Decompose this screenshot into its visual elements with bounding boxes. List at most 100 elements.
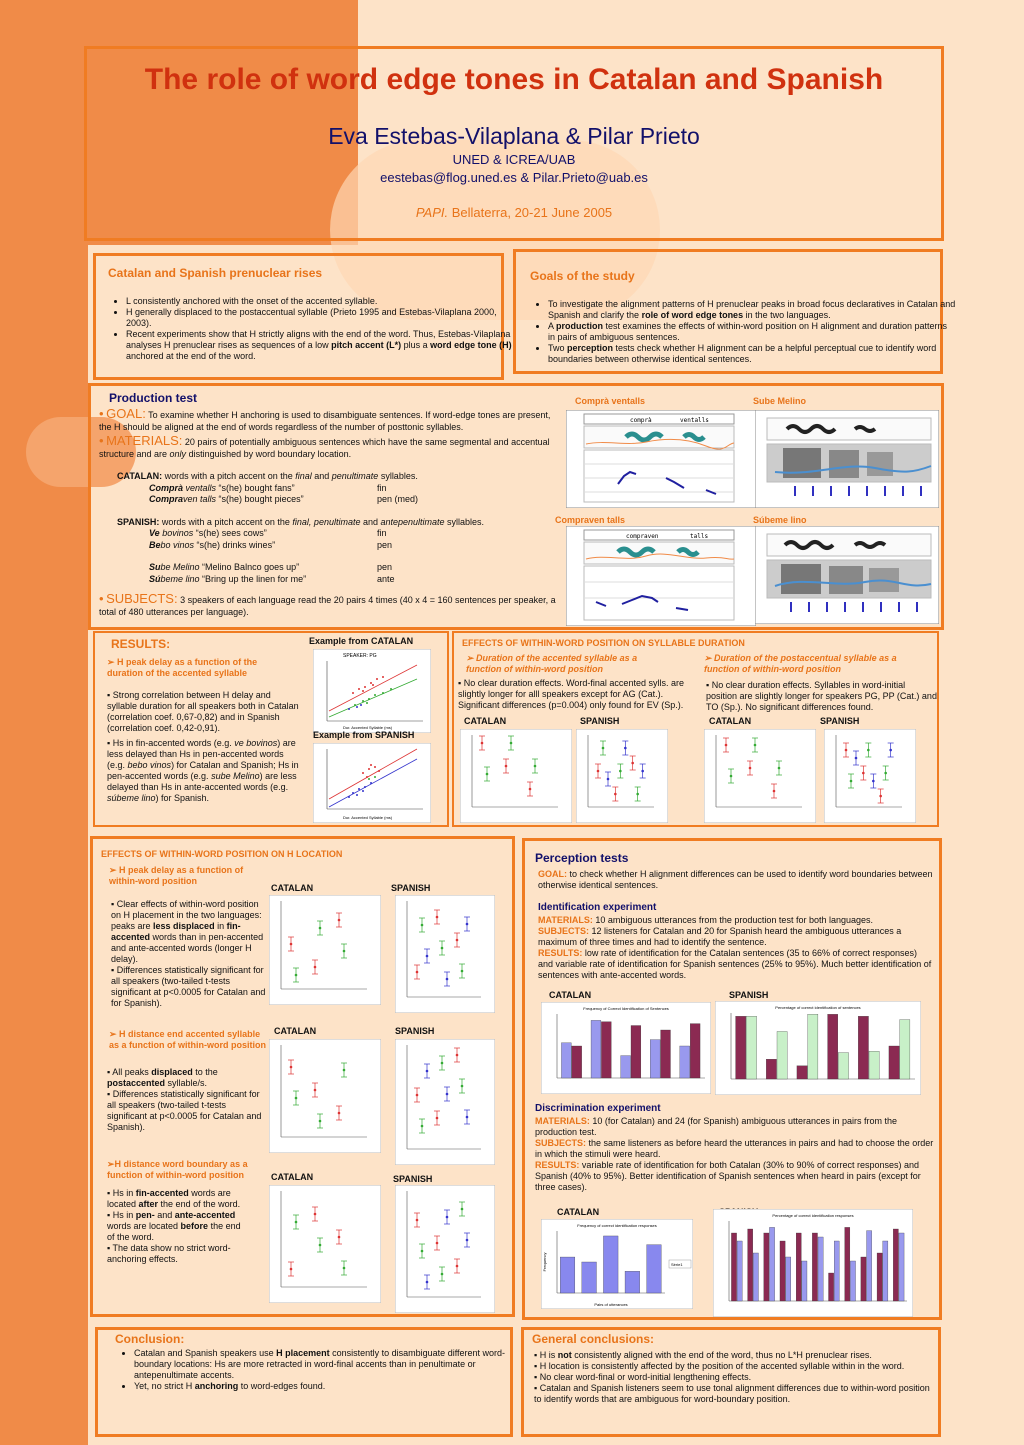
error-bar	[600, 740, 606, 756]
bar	[817, 1236, 824, 1302]
error-bar	[317, 1113, 323, 1129]
error-bar	[612, 786, 619, 802]
error-bar	[288, 1261, 294, 1277]
duration-box: EFFECTS OF WITHIN-WORD POSITION ON SYLLA…	[452, 631, 939, 827]
error-bar	[527, 781, 533, 797]
error-bar	[424, 1063, 430, 1079]
disc-cat-label: CATALAN	[557, 1207, 600, 1217]
error-bar	[439, 940, 445, 956]
production-subjects: • SUBJECTS: 3 speakers of each language …	[99, 591, 556, 617]
discrimination-heading: Discrimination experiment	[535, 1103, 661, 1114]
hloc-chart-catalan-1	[269, 895, 381, 1005]
duration-p2: ▪ No clear duration effects. Syllables i…	[706, 680, 937, 712]
bar	[893, 1228, 899, 1302]
duration-spa-label-1: SPANISH	[580, 716, 620, 726]
error-bar	[771, 783, 777, 799]
scatter-catalan: SPEAKER: PG Dur. Accented Syllable (ms)	[313, 649, 431, 733]
error-bar	[459, 1078, 465, 1094]
bar	[899, 1019, 911, 1080]
results-p1: ▪ Strong correlation between H delay and…	[107, 690, 299, 733]
example-pair: Comprà ventalls “s(he) bought fans” fin	[149, 482, 387, 493]
scatter-spanish: Dur. Accented Syllable (ms)	[313, 743, 431, 823]
example-pair: Compraven talls “s(he) bought pieces” pen…	[149, 494, 419, 504]
bar	[858, 1016, 869, 1080]
bar	[769, 1227, 775, 1302]
error-bar	[843, 742, 849, 758]
bar	[679, 1045, 690, 1079]
hlocation-box: EFFECTS OF WITHIN-WORD POSITION ON H LOC…	[90, 836, 515, 1317]
error-bar	[424, 1274, 430, 1290]
conference: PAPI. Bellaterra, 20-21 June 2005	[87, 205, 941, 220]
bar	[630, 1025, 642, 1079]
bar	[590, 1020, 602, 1079]
svg-text:Dur. Accented Syllable (ms): Dur. Accented Syllable (ms)	[343, 725, 393, 730]
bar	[834, 1240, 840, 1302]
goal-item-1: To investigate the alignment patterns of…	[548, 299, 956, 321]
bar	[860, 1256, 867, 1302]
header-box: The role of word edge tones in Catalan a…	[84, 46, 944, 241]
error-bar	[317, 1237, 323, 1253]
error-bar	[419, 1243, 425, 1259]
spectrogram-subeme-lino	[755, 526, 939, 624]
prenuclear-item-3: Recent experiments show that H strictly …	[126, 329, 516, 362]
error-bar	[605, 771, 611, 787]
bar	[735, 1016, 746, 1080]
error-bar	[414, 1087, 420, 1103]
error-bar	[776, 760, 782, 776]
error-bar	[454, 1258, 460, 1274]
error-bar	[288, 936, 294, 952]
error-bar	[629, 755, 636, 771]
error-bar	[848, 773, 854, 789]
error-bar	[293, 967, 299, 983]
error-bar	[341, 1062, 347, 1078]
bar	[838, 1052, 849, 1080]
error-bar	[595, 763, 601, 779]
bar	[785, 1256, 791, 1302]
svg-text:Percentage of correct identifi: Percentage of correct identification res…	[772, 1213, 853, 1218]
duration-cat-label-2: CATALAN	[709, 716, 752, 726]
error-bar	[312, 959, 318, 975]
goals-heading: Goals of the study	[530, 269, 635, 283]
bar	[560, 1256, 576, 1294]
error-bar	[317, 920, 323, 936]
error-bar	[853, 750, 859, 766]
decorative-blob	[330, 140, 660, 320]
error-bar	[312, 1082, 318, 1098]
duration-chart-spanish-1	[576, 729, 668, 823]
duration-chart-catalan-2	[704, 729, 816, 823]
error-bar	[444, 971, 450, 987]
error-bar	[444, 1086, 450, 1102]
disc-chart-spanish: Percentage of correct identification res…	[713, 1209, 913, 1317]
spectro-title-3: Compraven talls	[555, 515, 626, 525]
error-bar	[459, 1201, 465, 1217]
svg-text:ventalls: ventalls	[680, 417, 709, 424]
bar	[882, 1240, 889, 1302]
bar	[620, 1055, 631, 1079]
bar	[753, 1252, 759, 1302]
production-heading: Production test	[109, 391, 198, 405]
emails: eestebas@flog.uned.es & Pilar.Prieto@uab…	[380, 170, 648, 185]
svg-text:Frequency of correct identific: Frequency of correct identification resp…	[577, 1223, 657, 1228]
bar	[779, 1240, 786, 1302]
hloc-sub-3: ➢H distance word boundary as a function …	[107, 1159, 248, 1180]
hloc-chart-catalan-3	[269, 1185, 381, 1303]
hloc-chart-spanish-3	[395, 1185, 495, 1313]
general-item-1: ▪ H is not consistently aligned with the…	[534, 1350, 872, 1360]
svg-text:Dur. Accented Syllable (ms): Dur. Accented Syllable (ms)	[343, 815, 393, 820]
hloc-spa-label-3: SPANISH	[393, 1174, 433, 1184]
error-bar	[439, 1055, 445, 1071]
spectrogram-compra-ventalls: comprà ventalls	[566, 410, 756, 508]
error-bar	[532, 758, 538, 774]
error-bar	[454, 1047, 460, 1063]
bar	[603, 1235, 619, 1294]
example-pair: Ve bovinos “s(he) sees cows” fin	[149, 528, 387, 538]
error-bar	[414, 1212, 420, 1228]
error-bar	[752, 737, 758, 753]
top-band	[0, 0, 358, 245]
error-bar	[459, 963, 465, 979]
error-bar	[877, 788, 884, 804]
bar	[690, 1023, 701, 1079]
bar	[796, 1232, 802, 1302]
bar	[876, 1252, 883, 1302]
error-bar	[336, 1229, 342, 1245]
